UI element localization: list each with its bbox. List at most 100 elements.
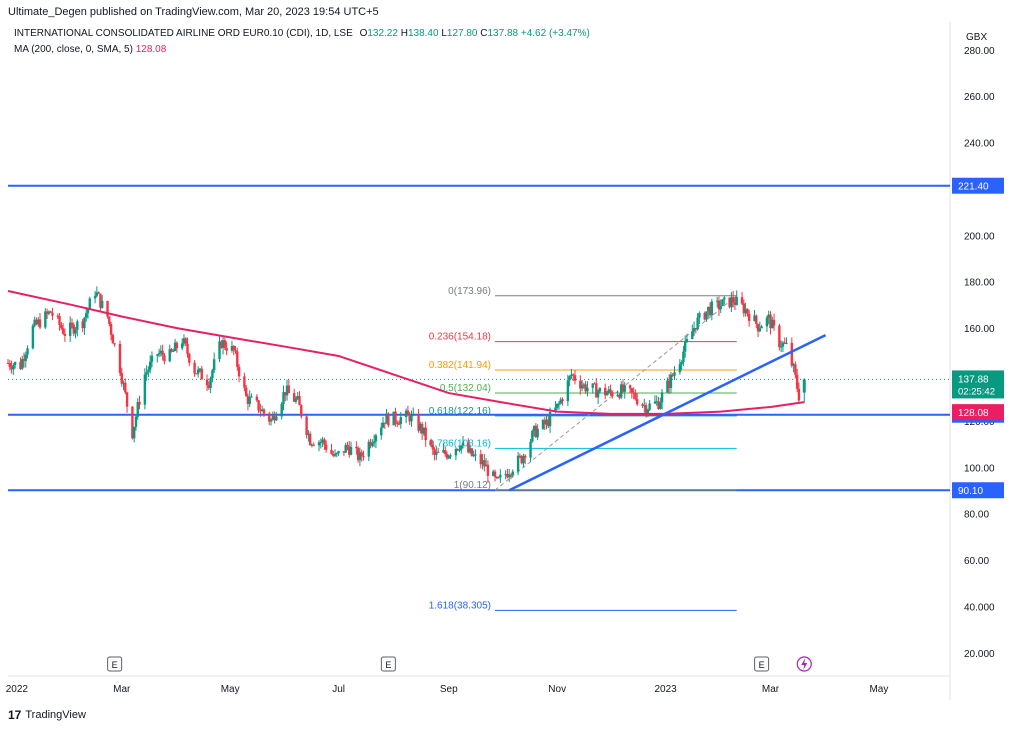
candle-body <box>573 375 577 381</box>
candle-body <box>547 419 550 427</box>
candle-body <box>88 298 91 309</box>
candle-body <box>248 396 251 405</box>
candle-body <box>367 441 371 457</box>
y-tick-label: 160.00 <box>964 324 995 335</box>
x-tick-label: Sep <box>440 684 458 695</box>
candle-body <box>44 311 47 328</box>
tradingview-footer[interactable]: 17 TradingView <box>8 708 86 722</box>
candle-body <box>596 391 600 398</box>
candle-body <box>19 362 22 369</box>
candle-body <box>12 365 15 370</box>
candle-body <box>196 369 200 374</box>
candle-body <box>406 410 410 415</box>
candle-body <box>708 306 712 316</box>
candle-body <box>769 314 772 329</box>
candle-body <box>305 416 308 436</box>
candle-body <box>24 354 27 361</box>
candle-body <box>86 308 90 314</box>
candle-body <box>778 325 781 348</box>
candle-body <box>607 389 610 393</box>
candle-body <box>13 362 17 366</box>
candle-body <box>444 450 447 455</box>
candle-body <box>308 433 312 446</box>
candle-body <box>95 292 99 296</box>
candle-body <box>644 405 648 414</box>
candle-body <box>10 366 13 370</box>
close-label: C <box>480 28 488 39</box>
candle-body <box>483 460 486 467</box>
candle-body <box>307 433 310 436</box>
candle-body <box>369 441 372 446</box>
tradingview-brand: TradingView <box>25 709 86 721</box>
candle-body <box>221 340 225 348</box>
fib-level-label: 1.618(38.305) <box>429 600 491 611</box>
ma-price-label: 128.08 <box>958 408 989 419</box>
low-label: L <box>441 28 447 39</box>
candle-body <box>161 350 164 356</box>
candle-body <box>579 380 582 389</box>
candle-body <box>694 328 698 330</box>
candle-body <box>486 464 490 476</box>
horizontal-level-label: 90.10 <box>958 486 983 497</box>
candle-body <box>37 319 40 325</box>
candle-body <box>111 334 115 344</box>
candle-body <box>49 311 52 313</box>
candle-body <box>195 373 198 375</box>
candle-body <box>118 343 122 373</box>
candle-body <box>170 349 173 352</box>
candle-body <box>246 396 250 405</box>
candle-body <box>193 362 196 374</box>
candle-body <box>495 476 498 478</box>
candle-body <box>237 366 241 377</box>
candle-body <box>271 414 275 420</box>
candle-body <box>188 353 191 363</box>
ma-label: MA (200, close, 0, SMA, 5) <box>14 44 133 55</box>
candle-body <box>742 303 746 314</box>
candle-body <box>470 448 474 456</box>
candle-body <box>101 300 104 308</box>
candle-body <box>287 385 291 394</box>
candle-body <box>719 305 722 310</box>
candle-body <box>408 414 411 422</box>
candle-body <box>598 387 602 392</box>
candle-body <box>792 364 795 366</box>
candle-body <box>362 456 365 458</box>
candle-body <box>520 455 523 464</box>
candle-body <box>508 474 511 478</box>
earnings-marker <box>380 656 396 672</box>
publisher-header: Ultimate_Degen published on TradingView.… <box>8 6 379 18</box>
ma-price-tag <box>952 404 1004 421</box>
candle-body <box>323 439 326 445</box>
symbol-name: INTERNATIONAL CONSOLIDATED AIRLINE ORD E… <box>14 28 353 39</box>
candle-body <box>746 308 749 314</box>
candle-body <box>570 374 573 377</box>
last-price-label: 137.88 <box>958 374 989 385</box>
candle-body <box>298 396 301 406</box>
candle-body <box>682 351 685 362</box>
fib-level-label: 1(90.12) <box>454 480 491 491</box>
candle-body <box>657 401 660 409</box>
candle-body <box>456 448 459 450</box>
candle-body <box>292 393 296 402</box>
candle-body <box>58 315 61 325</box>
candle-body <box>584 384 587 392</box>
candle-body <box>394 411 397 423</box>
candle-body <box>294 398 298 402</box>
ma-200-line <box>7 290 805 415</box>
candle-body <box>387 413 390 426</box>
candle-body <box>358 452 362 461</box>
candle-body <box>458 449 461 451</box>
candle-body <box>342 451 346 453</box>
candle-body <box>310 444 314 446</box>
earnings-marker-label: E <box>759 660 765 670</box>
candle-body <box>795 374 799 389</box>
uptrend-line <box>508 333 827 492</box>
candle-body <box>518 455 522 457</box>
candle-body <box>556 403 559 408</box>
candle-body <box>145 372 148 375</box>
candle-body <box>159 350 163 354</box>
candle-body <box>113 343 116 345</box>
candle-body <box>412 413 415 415</box>
x-tick-label: Mar <box>762 684 780 695</box>
